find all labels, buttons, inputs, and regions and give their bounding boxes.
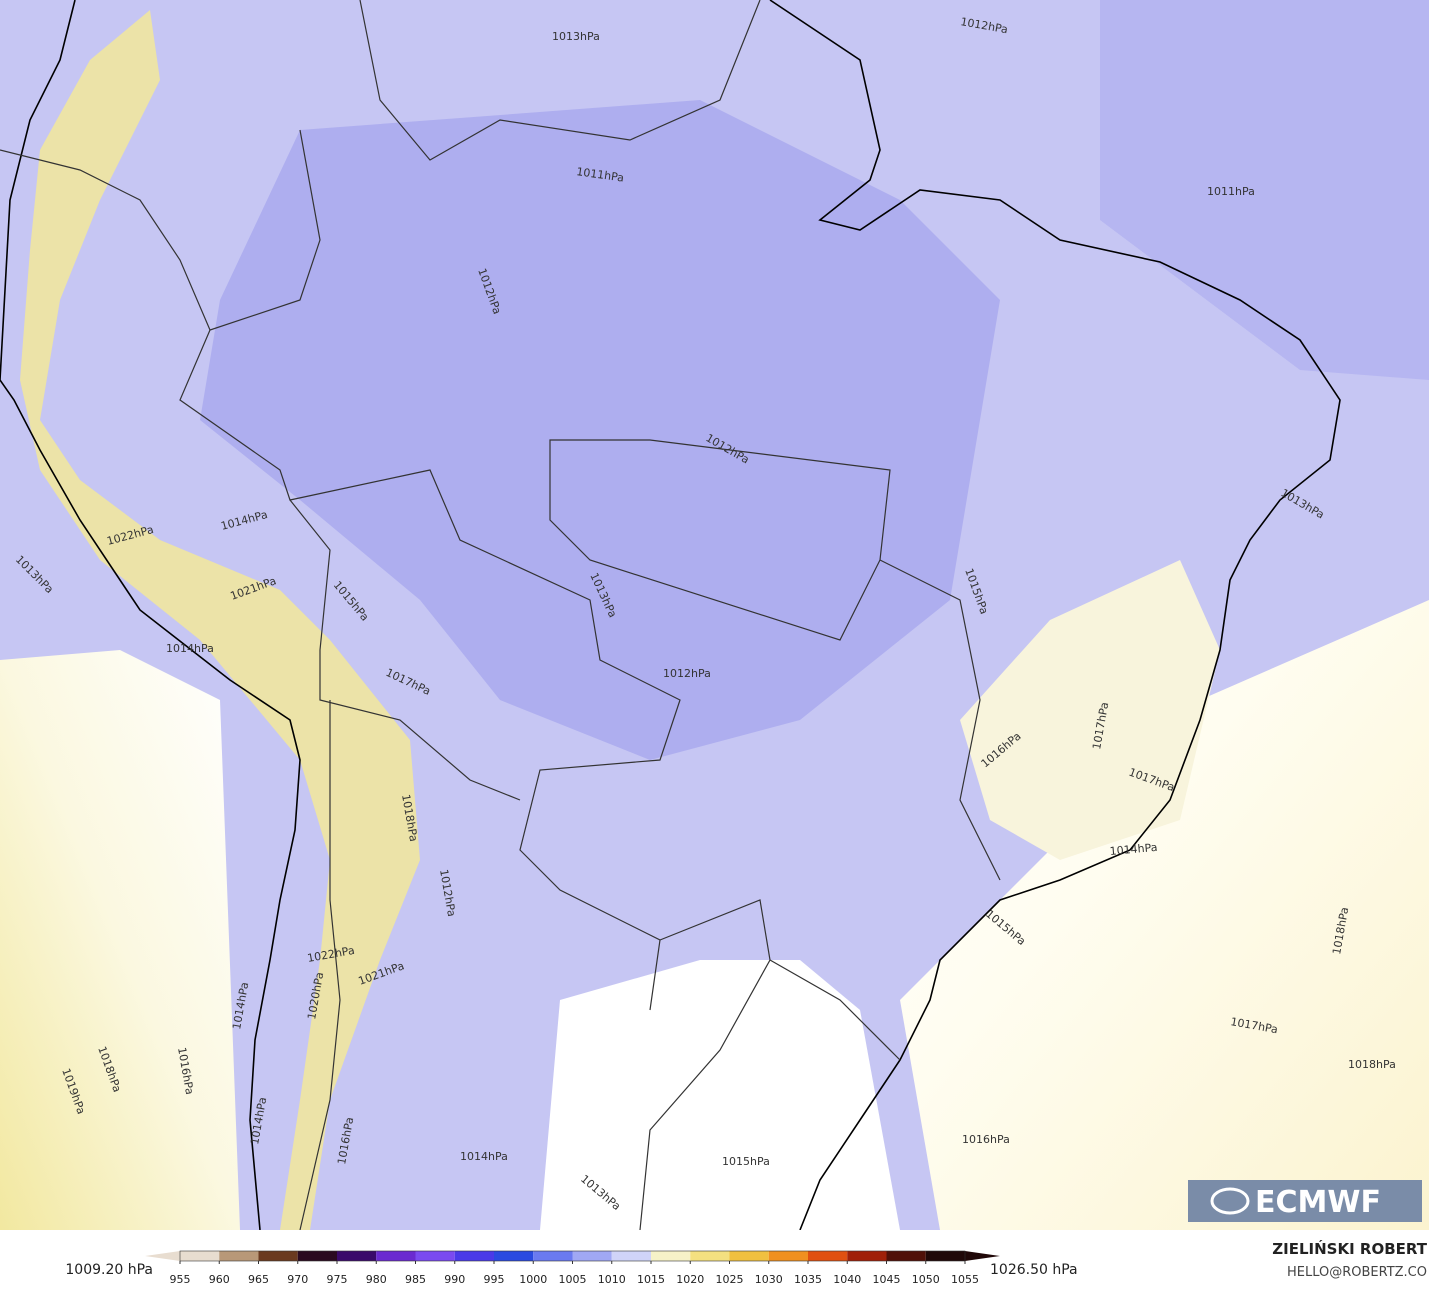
colorbar-segment [337,1251,377,1261]
colorbar-end [965,1251,1000,1261]
contour-label: 1016hPa [962,1133,1010,1146]
colorbar-tick-label: 1035 [794,1273,822,1286]
colorbar-segment [729,1251,769,1261]
contour-label: 1013hPa [552,30,600,43]
colorbar-segment [611,1251,651,1261]
email: HELLO@ROBERTZ.CO [1287,1265,1427,1280]
colorbar-segment [454,1251,494,1261]
colorbar-tick-label: 975 [327,1273,348,1286]
contour-label: 1014hPa [460,1150,508,1163]
colorbar: 955 960 965 970 975 980 985 990 995 1000 1005 1010 1… [145,1250,1000,1286]
contour-label: 1012hPa [663,667,711,680]
colorbar-segment [415,1251,455,1261]
colorbar-tick-label: 985 [405,1273,426,1286]
colorbar-tick-label: 1015 [637,1273,665,1286]
colorbar-tick-label: 1030 [755,1273,783,1286]
pressure-field [0,0,1429,1230]
colorbar-segment [494,1251,534,1261]
colorbar-tick-label: 1010 [598,1273,626,1286]
colorbar-segment [886,1251,926,1261]
contour-label: 1018hPa [1348,1058,1396,1071]
colorbar-tick-label: 1050 [912,1273,940,1286]
colorbar-segment [297,1251,337,1261]
colorbar-segment [651,1251,691,1261]
colorbar-segment [376,1251,416,1261]
colorbar-tick-label: 1000 [519,1273,547,1286]
coastline [0,0,1341,1231]
colorbar-segment [808,1251,848,1261]
colorbar-tick-label: 960 [209,1273,230,1286]
author: ZIELIŃSKI ROBERT [1272,1239,1427,1258]
colorbar-tick-label: 990 [444,1273,465,1286]
colorbar-segment [258,1251,298,1261]
contour-label: 1014hPa [166,642,214,655]
contour-label: 1015hPa [722,1155,770,1168]
colorbar-tick-label: 1045 [873,1273,901,1286]
colorbar-tick-label: 1040 [833,1273,861,1286]
colorbar-max: 1026.50 hPa [990,1262,1078,1278]
contour-label: 1011hPa [1207,185,1255,198]
colorbar-min: 1009.20 hPa [65,1262,153,1278]
colorbar-tick-label: 965 [248,1273,269,1286]
colorbar-tick-label: 1005 [559,1273,587,1286]
logo-icon [1210,1187,1250,1215]
colorbar-segment [533,1251,573,1261]
borders [0,0,1001,1231]
colorbar-segment [572,1251,612,1261]
colorbar-segment [768,1251,808,1261]
colorbar-tick-label: 980 [366,1273,387,1286]
logo: ECMWF [1188,1180,1422,1222]
colorbar-segment [690,1251,730,1261]
logo-text: ECMWF [1255,1185,1381,1220]
colorbar-segment [925,1251,965,1261]
colorbar-tick-label: 1020 [676,1273,704,1286]
colorbar-tick-label: 955 [170,1273,191,1286]
colorbar-segment [180,1251,220,1261]
colorbar-tick-label: 1055 [951,1273,979,1286]
colorbar-segment [847,1251,887,1261]
colorbar-tick-label: 1025 [716,1273,744,1286]
contour-label: 1014hPa [1109,841,1158,858]
colorbar-tick-label: 970 [287,1273,308,1286]
colorbar-tick-label: 995 [484,1273,505,1286]
colorbar-end [145,1251,180,1261]
colorbar-segment [219,1251,259,1261]
logo-box [1188,1180,1422,1222]
